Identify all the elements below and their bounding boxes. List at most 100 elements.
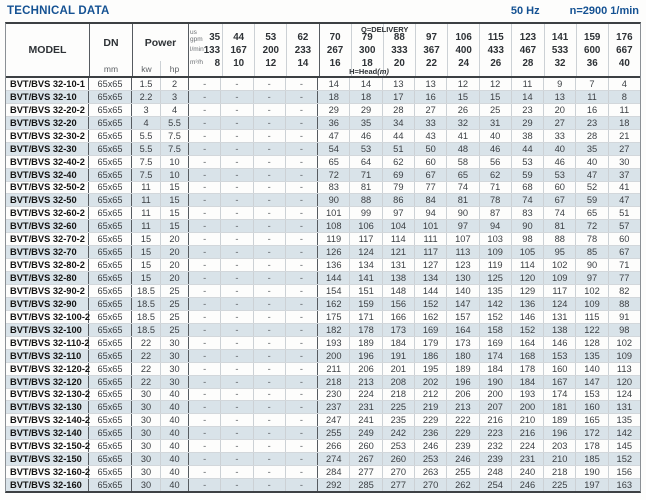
head-value-cell: 178 <box>349 323 381 336</box>
head-value-cell: 134 <box>349 259 381 272</box>
head-value-cell: 140 <box>446 285 478 297</box>
lmin-header-value: 233 <box>294 45 312 56</box>
head-value-cell: - <box>203 247 207 258</box>
flow-column-header: us gpm 35 l/min 133 m³/h 8 <box>189 24 222 76</box>
head-value-cell: 67 <box>413 168 446 181</box>
gpm-header: 97 <box>416 24 447 44</box>
head-value-cell: - <box>220 129 252 142</box>
head-value-cell: - <box>220 349 252 362</box>
head-value-cell: - <box>284 246 317 259</box>
head-value-cell: - <box>252 259 285 272</box>
head-value-cell: 44 <box>381 129 414 142</box>
head-value-cell: 97 <box>446 220 478 233</box>
model-cell: BVT/BVS 32-20-2 <box>6 103 89 116</box>
head-value-cell: 81 <box>543 220 575 233</box>
head-value-cell: 38 <box>510 129 543 142</box>
head-value-cell: 87 <box>478 207 511 220</box>
head-value-cell: 25 <box>478 103 511 116</box>
head-value-cell: 82 <box>607 285 640 297</box>
head-value-cell: 12 <box>478 78 511 90</box>
m3h-header-value: 22 <box>426 57 437 69</box>
flow-column-header: 44 167 10 <box>222 24 254 76</box>
head-value-cell: 218 <box>317 375 349 388</box>
head-value-cell: 255 <box>446 466 478 479</box>
head-value-cell: 262 <box>446 479 478 491</box>
head-value-cell: 195 <box>413 362 446 375</box>
head-value-cell: 88 <box>607 297 640 310</box>
head-value-cell: 247 <box>317 414 349 427</box>
power-hp-cell: 25 <box>161 310 189 323</box>
gpm-header: 44 <box>223 24 254 44</box>
gpm-header-value: 141 <box>551 32 569 43</box>
head-value-cell: - <box>220 479 252 491</box>
head-value-cell: 91 <box>607 310 640 323</box>
table-row: BVT/BVS 32-80-2 65x65 15 20- - - -136 134 131 127… <box>6 259 640 273</box>
head-value-cell: - <box>284 453 317 466</box>
head-value-cell: 98 <box>607 323 640 336</box>
lmin-header-value: 533 <box>551 45 569 56</box>
head-value-cell: 184 <box>510 375 543 388</box>
power-hp-cell: 40 <box>161 427 189 440</box>
head-value-cell: 79 <box>381 181 414 194</box>
head-value-cell: 165 <box>575 414 607 427</box>
head-value-cell: 60 <box>607 233 640 246</box>
power-hp-cell: 2 <box>161 78 189 90</box>
head-value-cell: 36 <box>317 116 349 129</box>
head-value-cell: 224 <box>510 440 543 453</box>
model-cell: BVT/BVS 32-110 <box>6 349 89 362</box>
m3h-header-unit-label: m³/h <box>190 58 203 66</box>
head-value-cell: 231 <box>349 401 381 414</box>
head-value-cell: - <box>220 453 252 466</box>
head-value-cell: 126 <box>317 246 349 259</box>
dn-cell: 65x65 <box>89 233 132 246</box>
head-value-cell: - <box>220 362 252 375</box>
head-value-cell: 27 <box>607 142 640 155</box>
head-value-cell: 216 <box>478 414 511 427</box>
head-value-cell: 33 <box>543 129 575 142</box>
table-row: BVT/BVS 32-130 65x65 30 40- - - -237 231 225 219 2… <box>6 401 640 415</box>
power-kw-cell: 15 <box>132 272 161 284</box>
dn-cell: 65x65 <box>89 323 132 336</box>
table-row: BVT/BVS 32-150 65x65 30 40- - - -274 267 260 253 2… <box>6 453 640 467</box>
lmin-header-value: 600 <box>584 45 601 56</box>
head-value-cell: 78 <box>478 194 511 207</box>
head-value-cell: - <box>284 78 317 90</box>
head-value-cell: - <box>203 467 207 478</box>
head-value-cell: 169 <box>478 336 511 349</box>
head-value-cell: 101 <box>413 220 446 233</box>
m3h-header: 32 <box>545 57 576 69</box>
gpm-header-value: 70 <box>329 32 341 43</box>
head-value-cell: - <box>203 130 207 141</box>
head-value-cell: 65 <box>446 168 478 181</box>
head-value-cell: 46 <box>349 129 381 142</box>
head-value-cell: 162 <box>413 310 446 323</box>
head-value-cell: 85 <box>575 246 607 259</box>
head-value-cell: 131 <box>381 259 414 272</box>
flow-column-header: 115 433 26 <box>479 24 511 76</box>
lmin-header-value: 367 <box>423 45 440 56</box>
head-value-cell: - <box>252 297 285 310</box>
head-value-cell: 117 <box>543 285 575 297</box>
power-column-header: Power kw hp <box>133 24 189 76</box>
head-value-cell: 175 <box>317 310 349 323</box>
head-value-cell: 109 <box>478 246 511 259</box>
head-value-cell: 218 <box>543 466 575 479</box>
head-value-cell: - <box>203 441 207 452</box>
head-value-cell: 144 <box>413 285 446 297</box>
flow-column-header: 79 300 18 <box>350 24 383 76</box>
head-value-cell: 229 <box>446 427 478 440</box>
power-hp-cell: 40 <box>161 388 189 401</box>
head-value-cell: - <box>284 155 317 168</box>
power-hp-cell: 15 <box>161 181 189 194</box>
gpm-header-value: 159 <box>584 32 601 43</box>
head-value-cell: 201 <box>381 362 414 375</box>
head-value-cell: 77 <box>607 272 640 284</box>
lmin-header-value: 200 <box>262 45 279 56</box>
dn-cell: 65x65 <box>89 427 132 440</box>
head-value-cell: - <box>284 375 317 388</box>
head-value-cell: 125 <box>478 272 511 284</box>
lmin-header-value: 667 <box>616 45 633 56</box>
table-row: BVT/BVS 32-160 65x65 30 40- - - -292 285 277 270 2… <box>6 479 640 491</box>
head-value-cell: 98 <box>510 233 543 246</box>
power-kw-cell: 5.5 <box>132 129 161 142</box>
